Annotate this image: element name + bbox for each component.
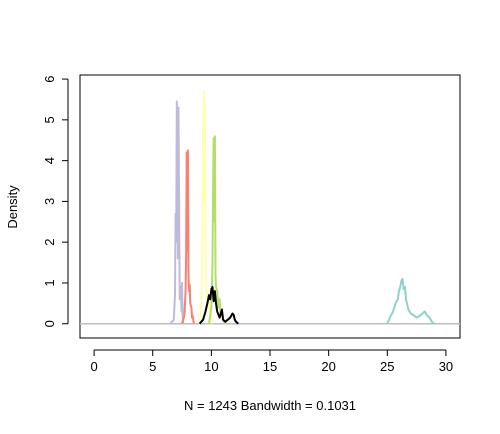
density-series-1	[169, 100, 185, 325]
x-tick-label: 15	[263, 359, 277, 374]
y-axis: 0 1 2 3 4 5 6	[42, 75, 69, 327]
x-axis: 0 5 10 15 20 25 30	[90, 349, 453, 374]
x-axis-label: N = 1243 Bandwidth = 0.1031	[184, 398, 356, 413]
y-tick-label: 3	[42, 198, 57, 205]
x-tick-label: 30	[439, 359, 453, 374]
density-series-5	[198, 286, 239, 325]
y-tick-label: 5	[42, 116, 57, 123]
y-axis-label: Density	[5, 185, 20, 229]
x-tick-label: 20	[321, 359, 335, 374]
density-series-6	[386, 277, 435, 325]
y-tick-label: 6	[42, 75, 57, 82]
y-tick-label: 2	[42, 239, 57, 246]
series-layer	[169, 90, 435, 325]
x-tick-label: 25	[380, 359, 394, 374]
y-tick-label: 0	[42, 320, 57, 327]
density-series-2	[181, 149, 195, 324]
x-tick-label: 0	[90, 359, 97, 374]
y-tick-label: 1	[42, 279, 57, 286]
x-tick-label: 5	[149, 359, 156, 374]
y-tick-label: 4	[42, 157, 57, 164]
x-tick-label: 10	[204, 359, 218, 374]
plot-frame	[79, 74, 461, 339]
density-series-3	[197, 90, 214, 324]
